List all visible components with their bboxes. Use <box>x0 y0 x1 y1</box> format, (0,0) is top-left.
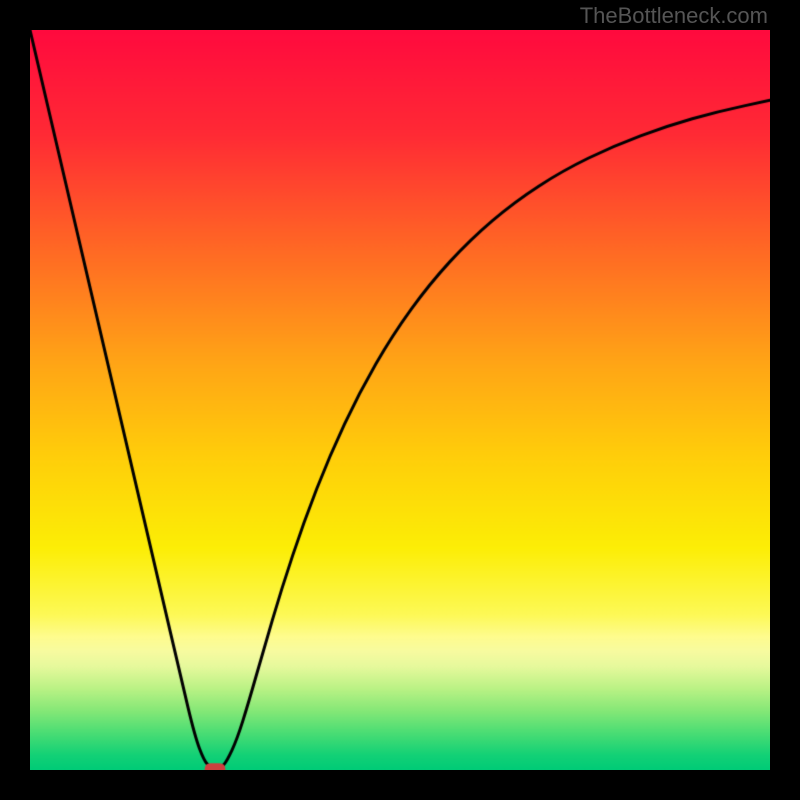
watermark-text: TheBottleneck.com <box>580 3 768 29</box>
curve-layer <box>30 30 770 770</box>
